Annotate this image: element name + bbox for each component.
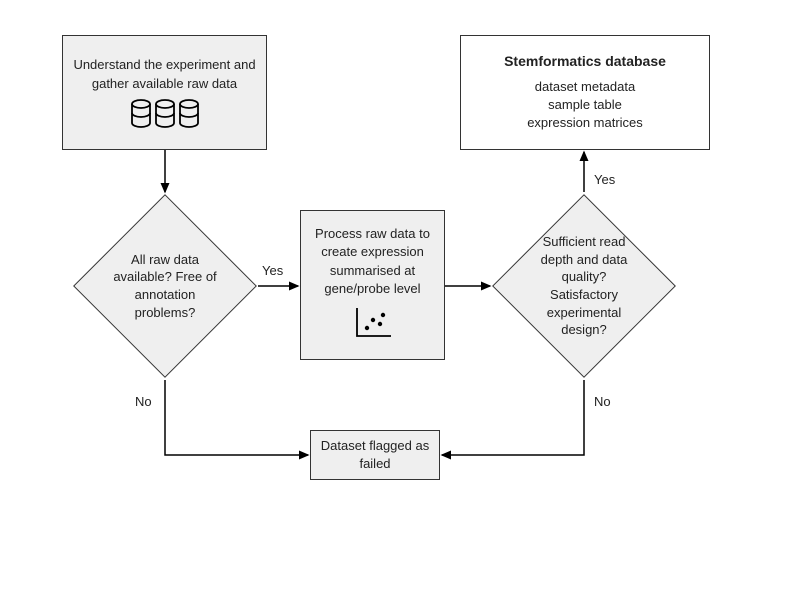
node-process-raw-data: Process raw data to create expression su… xyxy=(300,210,445,360)
scatter-icon xyxy=(353,306,393,345)
node-line: sample table xyxy=(548,96,622,114)
node-title: Stemformatics database xyxy=(504,52,666,72)
node-text: Understand the experiment and gather ava… xyxy=(71,56,258,92)
node-text: Process raw data to create expression su… xyxy=(309,225,436,298)
edge-label-yes: Yes xyxy=(594,172,615,187)
node-line: expression matrices xyxy=(527,114,643,132)
node-understand-experiment: Understand the experiment and gather ava… xyxy=(62,35,267,150)
node-raw-data-check: All raw data available? Free of annotati… xyxy=(100,221,230,351)
edge-label-yes: Yes xyxy=(262,263,283,278)
node-text: Dataset flagged as failed xyxy=(319,437,431,473)
edge-label-no: No xyxy=(135,394,152,409)
node-line: dataset metadata xyxy=(535,78,635,96)
databases-icon xyxy=(130,99,200,129)
node-quality-check: Sufficient read depth and data quality? … xyxy=(519,221,649,351)
edge-label-no: No xyxy=(594,394,611,409)
node-text: All raw data available? Free of annotati… xyxy=(100,251,230,321)
node-dataset-failed: Dataset flagged as failed xyxy=(310,430,440,480)
node-stemformatics-database: Stemformatics database dataset metadata … xyxy=(460,35,710,150)
node-text: Sufficient read depth and data quality? … xyxy=(519,233,649,338)
